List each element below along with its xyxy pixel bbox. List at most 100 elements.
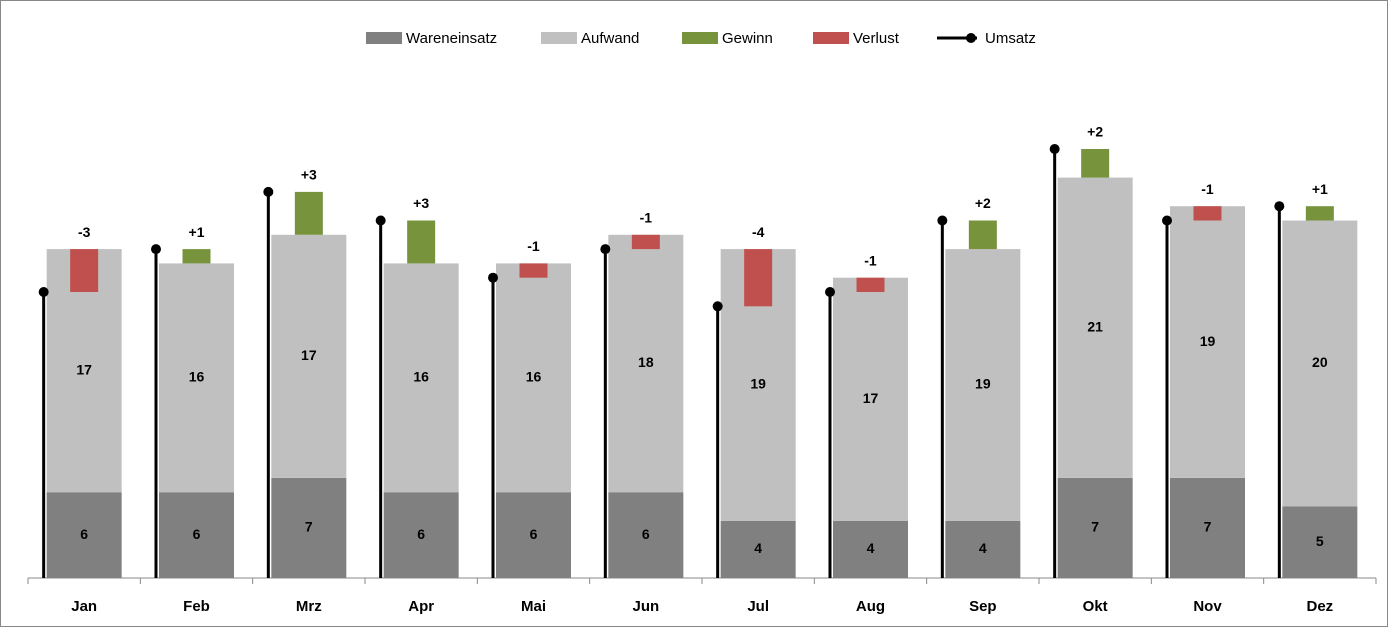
revenue-marker [1274, 201, 1285, 212]
bar-segment [1282, 220, 1358, 507]
revenue-marker [600, 244, 611, 255]
data-label: 19 [975, 376, 991, 392]
data-label: 17 [301, 347, 317, 363]
data-label: 6 [417, 526, 425, 542]
bar-segment [383, 492, 459, 578]
revenue-marker [263, 186, 274, 197]
data-label: 17 [863, 390, 879, 406]
revenue-marker [712, 301, 723, 312]
loss-bar [519, 263, 548, 278]
data-label: 16 [526, 369, 542, 385]
bar-segment [271, 477, 347, 578]
data-label: 7 [1204, 519, 1212, 535]
revenue-marker [375, 215, 386, 226]
profit-bar [1305, 206, 1334, 221]
data-label: 5 [1316, 533, 1324, 549]
revenue-marker [488, 272, 498, 283]
revenue-marker [937, 215, 948, 226]
x-tick-label: Sep [969, 598, 997, 615]
data-label: 7 [305, 519, 313, 535]
legend-swatch [541, 32, 577, 44]
legend-marker [966, 33, 976, 43]
profit-bar [968, 220, 997, 250]
bar-segment [945, 249, 1021, 521]
data-label: +1 [189, 224, 205, 240]
profit-bar [294, 191, 323, 235]
data-label: -4 [752, 224, 765, 240]
data-label: 6 [80, 526, 88, 542]
bar-segment [159, 492, 234, 578]
data-label: 4 [754, 540, 762, 556]
data-label: 19 [750, 376, 766, 392]
data-label: -1 [1201, 181, 1214, 197]
legend-label: Umsatz [985, 30, 1036, 47]
bar-segment [159, 263, 234, 493]
data-label: 16 [413, 369, 429, 385]
bar-segment [496, 492, 571, 578]
bar-segment [1057, 477, 1133, 578]
bar-segment [1170, 477, 1245, 578]
x-tick-label: Nov [1193, 598, 1222, 615]
bar-segment [496, 263, 571, 493]
legend-swatch [813, 32, 849, 44]
loss-bar [856, 277, 885, 292]
data-label: +3 [413, 195, 429, 211]
x-tick-label: Mrz [296, 598, 322, 615]
bar-segment [1282, 506, 1358, 578]
data-label: 4 [979, 540, 987, 556]
data-label: -1 [527, 238, 540, 254]
revenue-marker [1049, 144, 1060, 154]
data-label: 6 [193, 526, 201, 542]
profit-bar [1081, 149, 1110, 178]
data-label: -1 [640, 210, 653, 226]
profit-bar [407, 220, 436, 264]
profit-bar [182, 249, 211, 264]
bar-segment [833, 277, 908, 521]
revenue-marker [38, 287, 49, 297]
data-label: -1 [864, 252, 877, 268]
bar-segment [833, 520, 908, 578]
bar-segment [608, 234, 684, 493]
x-tick-label: Jan [71, 598, 97, 615]
bar-segment [46, 492, 122, 578]
data-label: +2 [1087, 124, 1103, 140]
x-tick-label: Jul [747, 598, 769, 615]
data-label: 16 [189, 369, 205, 385]
revenue-marker [1162, 215, 1172, 226]
x-tick-label: Apr [408, 598, 434, 615]
bar-segment [720, 520, 796, 578]
legend-label: Wareneinsatz [406, 30, 497, 47]
data-label: +3 [301, 167, 317, 183]
legend-swatch [366, 32, 402, 44]
legend-label: Gewinn [722, 30, 773, 47]
x-tick-label: Dez [1306, 598, 1333, 615]
data-label: +1 [1312, 181, 1328, 197]
data-label: 17 [76, 361, 92, 377]
data-label: 7 [1091, 519, 1099, 535]
data-label: 20 [1312, 354, 1328, 370]
loss-bar [744, 249, 773, 307]
data-label: 18 [638, 354, 654, 370]
legend-label: Aufwand [581, 30, 639, 47]
bar-segment [1170, 206, 1245, 478]
bar-segment [945, 520, 1021, 578]
x-tick-label: Okt [1083, 598, 1108, 615]
bar-segment [608, 492, 684, 578]
legend-swatch [682, 32, 718, 44]
x-tick-label: Jun [632, 598, 659, 615]
data-label: +2 [975, 195, 991, 211]
loss-bar [1193, 206, 1222, 221]
revenue-marker [151, 244, 161, 255]
loss-bar [631, 234, 660, 250]
x-tick-label: Mai [521, 598, 546, 615]
data-label: 19 [1200, 333, 1216, 349]
data-label: 21 [1087, 318, 1103, 334]
x-tick-label: Aug [856, 598, 885, 615]
data-label: 6 [530, 526, 538, 542]
data-label: 4 [867, 540, 875, 556]
legend-label: Verlust [853, 30, 900, 47]
data-label: 6 [642, 526, 650, 542]
data-label: -3 [78, 224, 91, 240]
loss-bar [70, 249, 99, 292]
